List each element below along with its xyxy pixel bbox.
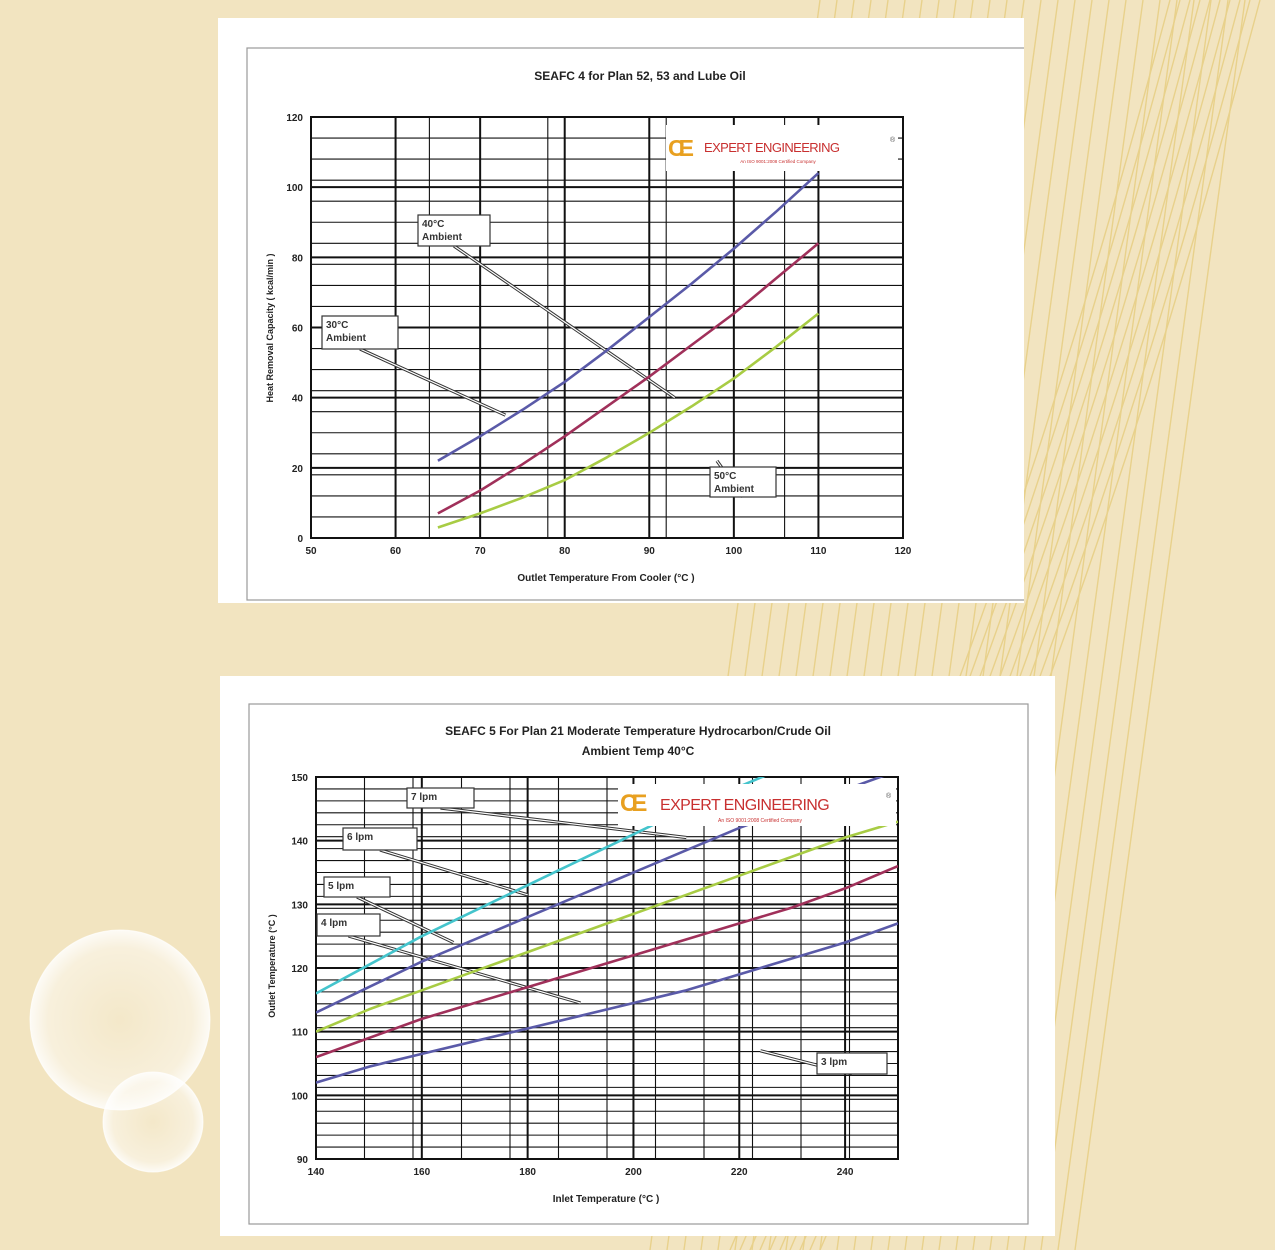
y-tick-label: 90 — [297, 1155, 309, 1166]
annotation-box — [323, 876, 391, 898]
annotation-leader-highlight — [440, 807, 687, 839]
x-tick-label: 80 — [559, 546, 571, 557]
chart-panel-seafc5: SEAFC 5 For Plan 21 Moderate Temperature… — [220, 676, 1055, 1236]
annotation-box — [316, 913, 381, 937]
annotation-text: Ambient — [326, 333, 367, 344]
annotation-text: 50°C — [714, 471, 736, 482]
x-tick-label: 100 — [726, 546, 743, 557]
x-tick-label: 110 — [810, 546, 827, 557]
y-tick-label: 0 — [297, 534, 303, 545]
y-tick-label: 60 — [292, 324, 304, 335]
y-axis-label: Heat Removal Capacity ( kcal/min ) — [265, 253, 275, 402]
chart-seafc5: SEAFC 5 For Plan 21 Moderate Temperature… — [248, 703, 1029, 1225]
logo-tagline: An ISO 9001:2008 Certified Company — [718, 818, 802, 824]
annotation-callout: 5 lpm — [323, 876, 391, 898]
annotation-callout: 7 lpm — [406, 787, 475, 809]
annotation-text: 40°C — [422, 219, 444, 230]
company-logo: CE EXPERT ENGINEERING An ISO 9001:2008 C… — [618, 784, 896, 826]
annotation-leader-highlight — [348, 935, 581, 1004]
y-tick-label: 140 — [291, 837, 308, 848]
y-tick-label: 120 — [291, 964, 308, 975]
series-line-0 — [437, 172, 820, 462]
x-tick-label: 180 — [519, 1167, 536, 1178]
annotation-callout: 30°C Ambient — [321, 315, 399, 350]
annotation-callout: 50°C Ambient — [709, 466, 777, 498]
x-tick-label: 70 — [475, 546, 487, 557]
series-line-3 — [316, 864, 898, 1059]
annotation-box — [342, 827, 418, 851]
x-tick-label: 200 — [625, 1167, 642, 1178]
chart-grid — [310, 116, 904, 539]
annotation-text: 5 lpm — [328, 881, 354, 892]
x-axis-label: Outlet Temperature From Cooler (°C ) — [517, 573, 694, 584]
annotation-text: 6 lpm — [347, 832, 373, 843]
annotation-callout: 4 lpm — [316, 913, 381, 937]
chart-title: SEAFC 4 for Plan 52, 53 and Lube Oil — [534, 69, 745, 83]
decorative-bubble-small — [102, 1071, 204, 1173]
y-axis-label: Outlet Temperature (°C ) — [267, 914, 277, 1017]
annotation-text: Ambient — [714, 484, 755, 495]
x-tick-label: 240 — [837, 1167, 854, 1178]
y-tick-label: 100 — [291, 1091, 308, 1102]
x-tick-label: 140 — [308, 1167, 325, 1178]
logo-name: EXPERT ENGINEERING — [660, 797, 829, 814]
series-line-4 — [316, 922, 898, 1084]
annotation-text: 30°C — [326, 320, 348, 331]
y-tick-label: 110 — [292, 1028, 309, 1039]
chart-panel-seafc4: SEAFC 4 for Plan 52, 53 and Lube Oil Out… — [218, 18, 1024, 603]
annotation-leader-highlight — [453, 245, 675, 399]
annotation-callout: 40°C Ambient — [417, 214, 491, 247]
y-tick-label: 20 — [292, 464, 304, 475]
chart-frame — [246, 47, 1024, 601]
annotation-callout: 6 lpm — [342, 827, 418, 851]
annotation-text: 4 lpm — [321, 918, 347, 929]
annotation-box — [406, 787, 475, 809]
x-tick-label: 220 — [731, 1167, 748, 1178]
annotation-text: 7 lpm — [411, 792, 437, 803]
y-tick-label: 80 — [292, 253, 304, 264]
y-tick-label: 100 — [286, 183, 303, 194]
annotation-box — [816, 1052, 888, 1075]
annotation-box — [321, 315, 399, 350]
x-tick-label: 120 — [895, 546, 912, 557]
chart-title: SEAFC 5 For Plan 21 Moderate Temperature… — [445, 724, 831, 738]
annotation-box — [709, 466, 777, 498]
x-tick-label: 50 — [305, 546, 317, 557]
chart-frame — [248, 703, 1029, 1225]
y-tick-label: 150 — [291, 773, 308, 784]
registered-mark: ® — [890, 136, 896, 144]
registered-mark: ® — [886, 792, 892, 800]
annotation-box — [417, 214, 491, 247]
series-line-1 — [437, 242, 820, 515]
x-tick-label: 90 — [644, 546, 656, 557]
series-line-2 — [316, 820, 898, 1033]
x-axis-label: Inlet Temperature (°C ) — [553, 1194, 660, 1205]
logo-name: EXPERT ENGINEERING — [704, 140, 840, 155]
chart-subtitle: Ambient Temp 40°C — [582, 744, 695, 758]
x-tick-label: 60 — [390, 546, 402, 557]
annotation-text: 3 lpm — [821, 1057, 847, 1068]
y-tick-label: 120 — [286, 113, 303, 124]
y-tick-label: 40 — [292, 394, 304, 405]
annotation-text: Ambient — [422, 232, 463, 243]
annotation-callout: 3 lpm — [816, 1052, 888, 1075]
annotation-leader-highlight — [359, 348, 506, 416]
company-logo: CE EXPERT ENGINEERING An ISO 9001:2008 C… — [666, 125, 898, 171]
chart-seafc4: SEAFC 4 for Plan 52, 53 and Lube Oil Out… — [246, 47, 1024, 601]
logo-tagline: An ISO 9001:2008 Certified Company — [740, 159, 816, 164]
y-tick-label: 130 — [291, 900, 308, 911]
x-tick-label: 160 — [413, 1167, 430, 1178]
annotation-leader-highlight — [356, 896, 454, 944]
series-line-2 — [437, 312, 820, 529]
annotation-leader-highlight — [379, 849, 528, 896]
